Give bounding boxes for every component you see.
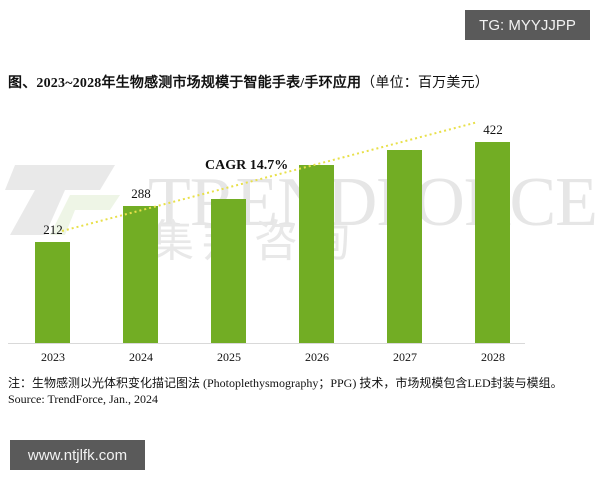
bar-2025 bbox=[211, 199, 246, 343]
x-axis-tick-label: 2026 bbox=[305, 350, 329, 364]
cagr-annotation: CAGR 14.7% bbox=[205, 158, 289, 173]
x-axis-tick-label: 2027 bbox=[393, 350, 417, 364]
x-axis-tick-label: 2023 bbox=[41, 350, 65, 364]
source-note: Source: TrendForce, Jan., 2024 bbox=[8, 392, 158, 406]
footnote: 注：生物感测以光体积变化描记图法 (Photoplethysmography；P… bbox=[8, 376, 563, 390]
tg-watermark-tag: TG: MYYJJPP bbox=[465, 10, 590, 40]
x-axis-tick-label: 2024 bbox=[129, 350, 153, 364]
chart-title-main: 图、2023~2028年生物感测市场规模于智能手表/手环应用 bbox=[8, 76, 362, 91]
url-watermark-tag: www.ntjlfk.com bbox=[10, 440, 145, 470]
bar-2027 bbox=[387, 150, 422, 343]
bar-2028 bbox=[475, 142, 510, 343]
x-axis-line bbox=[8, 343, 525, 344]
bar-value-label: 422 bbox=[483, 122, 503, 137]
x-axis-tick-label: 2025 bbox=[217, 350, 241, 364]
bar-value-label: 288 bbox=[131, 186, 151, 201]
chart-title-unit: （单位：百万美元） bbox=[361, 76, 489, 91]
trendforce-logo-icon bbox=[5, 165, 120, 235]
bar-2026 bbox=[299, 165, 334, 343]
bar-2023 bbox=[35, 242, 70, 343]
bar-chart: TRENDFORCE 集邦咨询 212 2023 288 2024 2025 2026 20… bbox=[0, 100, 600, 370]
bar-2024 bbox=[123, 206, 158, 343]
x-axis-tick-label: 2028 bbox=[481, 350, 505, 364]
bar-value-label: 212 bbox=[43, 222, 63, 237]
trendline bbox=[61, 121, 479, 232]
chart-title: 图、2023~2028年生物感测市场规模于智能手表/手环应用（单位：百万美元） bbox=[8, 72, 489, 92]
